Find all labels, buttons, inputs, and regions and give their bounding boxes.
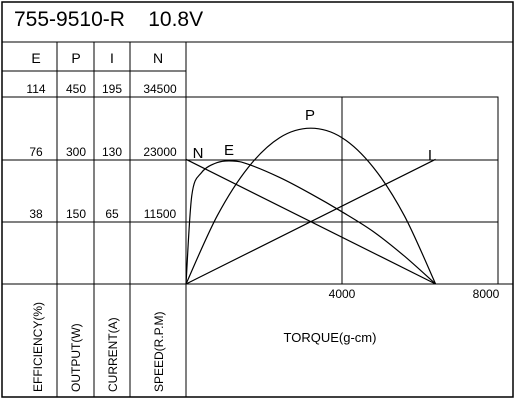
x-tick-labels: 4000 8000 (329, 287, 500, 301)
plot-grid (185, 96, 499, 285)
tick-n-mid: 23000 (143, 145, 177, 159)
left-row-dividers (2, 96, 186, 223)
column-axis-labels: EFFICIENCY(%) OUTPUT(W) CURRENT(A) SPEED… (31, 302, 166, 392)
x-tick-8000: 8000 (473, 287, 500, 301)
tick-i-top: 195 (102, 82, 122, 96)
curve-labels: N I P E (193, 107, 433, 164)
x-tick-4000: 4000 (329, 287, 356, 301)
column-header-n: N (153, 50, 163, 66)
series-label-n: N (193, 145, 204, 162)
tick-n-low: 11500 (144, 207, 177, 221)
column-header-e: E (31, 50, 40, 66)
series-label-i: I (428, 147, 432, 164)
series-line-i (185, 158, 436, 285)
series-line-p (185, 127, 437, 285)
tick-p-top: 450 (66, 82, 86, 96)
series-label-p: P (305, 107, 315, 124)
column-headers: E P I N (31, 50, 163, 66)
tick-e-low: 38 (29, 207, 43, 221)
axis-label-speed: SPEED(R.P.M) (152, 312, 166, 392)
page-title: 755-9510-R 10.8V (14, 8, 203, 31)
tick-n-top: 34500 (143, 82, 177, 96)
axis-label-current: CURRENT(A) (106, 317, 120, 392)
series-line-e (185, 160, 436, 285)
left-tick-values: 114 450 195 34500 76 300 130 23000 38 15… (26, 82, 177, 221)
axis-label-output: OUTPUT(W) (69, 323, 83, 392)
column-header-i: I (110, 50, 114, 66)
x-axis-title: TORQUE(g-cm) (284, 330, 377, 345)
series-label-e: E (224, 142, 234, 159)
tick-p-low: 150 (66, 207, 86, 221)
tick-i-mid: 130 (102, 145, 122, 159)
tick-i-low: 65 (105, 207, 119, 221)
column-header-p: P (71, 50, 80, 66)
tick-e-mid: 76 (29, 145, 43, 159)
axis-label-efficiency: EFFICIENCY(%) (31, 302, 45, 392)
tick-p-mid: 300 (66, 145, 86, 159)
tick-e-top: 114 (26, 82, 45, 96)
curves (185, 127, 437, 285)
